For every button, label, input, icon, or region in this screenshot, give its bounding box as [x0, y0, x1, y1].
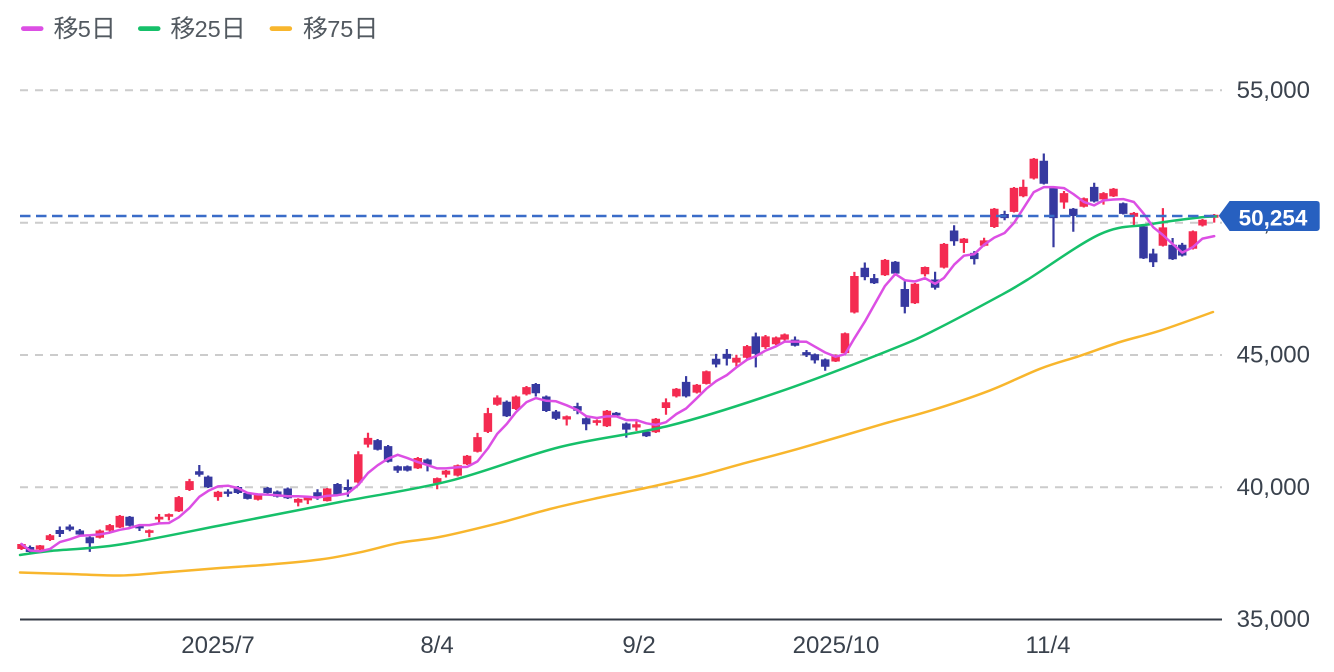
svg-text:8/4: 8/4: [420, 632, 453, 659]
svg-text:9/2: 9/2: [622, 632, 655, 659]
svg-text:40,000: 40,000: [1237, 474, 1310, 501]
svg-text:50,254: 50,254: [1239, 205, 1308, 230]
svg-text:55,000: 55,000: [1237, 77, 1310, 104]
svg-text:35,000: 35,000: [1237, 606, 1310, 633]
svg-text:11/4: 11/4: [1026, 632, 1071, 659]
svg-text:2025/10: 2025/10: [793, 632, 880, 659]
svg-text:45,000: 45,000: [1237, 342, 1310, 369]
svg-text:5: 5: [78, 16, 91, 42]
svg-text:75: 75: [327, 16, 353, 42]
svg-text:2025/7: 2025/7: [181, 632, 254, 659]
svg-text:25: 25: [195, 16, 221, 42]
